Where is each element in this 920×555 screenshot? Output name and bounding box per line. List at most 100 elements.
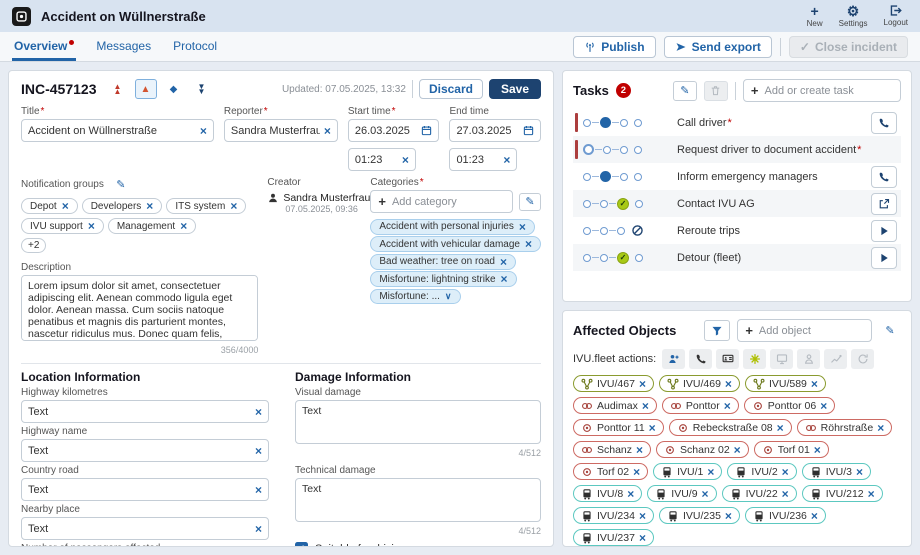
remove-chip-icon[interactable]: × [723, 398, 731, 413]
save-button[interactable]: Save [488, 79, 541, 99]
send-export-button[interactable]: Send export [663, 35, 772, 58]
remove-chip-icon[interactable]: × [641, 398, 649, 413]
description-textarea[interactable]: Lorem ipsum dolor sit amet, consectetuer… [21, 275, 259, 341]
tab-protocol[interactable]: Protocol [173, 39, 218, 53]
affected-object-chip[interactable]: Torf 02 × [573, 463, 649, 480]
remove-chip-icon[interactable]: × [648, 420, 656, 435]
delete-task-button[interactable] [703, 80, 728, 101]
clear-icon[interactable]: × [401, 152, 409, 167]
remove-chip-icon[interactable]: × [633, 464, 641, 479]
remove-chip-icon[interactable]: × [638, 530, 646, 545]
chevron-down-icon[interactable]: ∨ [444, 290, 452, 301]
priority-medium-button[interactable]: ◆ [163, 79, 185, 99]
fleet-action-button[interactable] [743, 349, 767, 369]
end-date-input[interactable]: 27.03.2025 [449, 119, 541, 142]
edit-notification-groups-button[interactable]: ✎ [109, 175, 132, 193]
fleet-action-button[interactable] [770, 349, 794, 369]
affected-object-chip[interactable]: Audimax × [573, 397, 657, 414]
clear-icon[interactable]: × [254, 482, 262, 497]
remove-chip-icon[interactable]: × [524, 237, 532, 251]
affected-object-chip[interactable]: IVU/235 × [658, 507, 740, 524]
remove-chip-icon[interactable]: × [518, 219, 526, 234]
notification-group-chip[interactable]: IVU support × [21, 218, 104, 234]
affected-object-chip[interactable]: Röhrstraße × [796, 419, 893, 436]
remove-chip-icon[interactable]: × [701, 486, 709, 501]
visual-damage-textarea[interactable]: Text [295, 400, 541, 444]
task-action-button[interactable] [871, 111, 897, 134]
affected-object-chip[interactable]: IVU/589 × [744, 375, 826, 392]
remove-chip-icon[interactable]: × [499, 254, 507, 269]
fleet-action-button[interactable] [824, 349, 848, 369]
reporter-input[interactable]: Sandra Musterfrau × [223, 119, 338, 142]
edit-categories-button[interactable]: ✎ [519, 192, 541, 211]
task-row[interactable]: Reroute trips [573, 217, 901, 244]
remove-chip-icon[interactable]: × [61, 199, 69, 213]
remove-chip-icon[interactable]: × [636, 442, 644, 457]
remove-chip-icon[interactable]: × [180, 219, 188, 233]
remove-chip-icon[interactable]: × [724, 508, 732, 523]
remove-chip-icon[interactable]: × [500, 272, 508, 286]
category-chip[interactable]: Accident with personal injuries × [370, 218, 535, 235]
filter-button[interactable] [704, 320, 731, 341]
title-input[interactable]: Accident on Wüllnerstraße × [21, 119, 214, 142]
remove-chip-icon[interactable]: × [733, 442, 741, 457]
affected-object-chip[interactable]: IVU/2 × [727, 463, 797, 480]
close-incident-button[interactable]: ✓ Close incident [788, 35, 908, 58]
start-time-input[interactable]: 01:23 × [347, 148, 416, 171]
affected-object-chip[interactable]: Schanz × [573, 441, 652, 458]
clear-icon[interactable]: × [254, 521, 262, 536]
fleet-action-button[interactable] [662, 349, 686, 369]
affected-object-chip[interactable]: Schanz 02 × [656, 441, 749, 458]
clear-icon[interactable]: × [323, 123, 331, 138]
fleet-action-button[interactable] [851, 349, 875, 369]
notification-group-chip[interactable]: Management × [107, 218, 197, 234]
remove-chip-icon[interactable]: × [855, 464, 863, 479]
clear-icon[interactable]: × [199, 123, 207, 138]
clear-icon[interactable]: × [254, 443, 262, 458]
remove-chip-icon[interactable]: × [146, 199, 154, 213]
affected-object-chip[interactable]: IVU/9 × [647, 485, 717, 502]
notification-group-chip[interactable]: ITS system × [166, 198, 247, 214]
remove-chip-icon[interactable]: × [638, 376, 646, 391]
task-action-button[interactable] [871, 192, 897, 215]
affected-object-chip[interactable]: Ponttor × [661, 397, 739, 414]
remove-chip-icon[interactable]: × [87, 219, 95, 233]
clear-icon[interactable]: × [254, 404, 262, 419]
text-input[interactable]: Text × [21, 478, 269, 501]
affected-object-chip[interactable]: IVU/8 × [573, 485, 643, 502]
remove-chip-icon[interactable]: × [813, 442, 821, 457]
remove-chip-icon[interactable]: × [781, 464, 789, 479]
affected-object-chip[interactable]: IVU/234 × [573, 507, 654, 524]
calendar-icon[interactable] [421, 125, 432, 136]
new-button[interactable]: + New [806, 3, 823, 28]
fleet-action-button[interactable] [716, 349, 740, 369]
remove-chip-icon[interactable]: × [230, 199, 238, 213]
edit-tasks-button[interactable]: ✎ [672, 80, 697, 101]
affected-object-chip[interactable]: Rebeckstraße 08 × [668, 419, 792, 436]
end-time-input[interactable]: 01:23 × [449, 148, 518, 171]
affected-object-chip[interactable]: IVU/1 × [653, 463, 723, 480]
add-task-input[interactable]: + Add or create task [742, 79, 901, 102]
affected-object-chip[interactable]: IVU/236 × [744, 507, 826, 524]
task-row[interactable]: Request driver to document accident [573, 136, 901, 163]
more-groups-chip[interactable]: +2 [21, 238, 47, 253]
tab-overview[interactable]: Overview [12, 32, 77, 61]
settings-button[interactable]: ⚙ Settings [838, 3, 868, 28]
remove-chip-icon[interactable]: × [810, 376, 818, 391]
remove-chip-icon[interactable]: × [627, 486, 635, 501]
task-row[interactable]: Inform emergency managers [573, 163, 901, 190]
priority-low-button[interactable]: ▼ ▼ [191, 79, 213, 99]
tab-messages[interactable]: Messages [96, 39, 152, 53]
task-row[interactable]: ✓ Contact IVU AG [573, 190, 901, 217]
affected-object-chip[interactable]: Ponttor 06 × [743, 397, 836, 414]
remove-chip-icon[interactable]: × [776, 420, 784, 435]
technical-damage-textarea[interactable]: Text [295, 478, 541, 522]
task-action-button[interactable] [871, 246, 897, 269]
remove-chip-icon[interactable]: × [781, 486, 789, 501]
task-row[interactable]: Call driver [573, 109, 901, 136]
text-input[interactable]: Text × [21, 517, 269, 540]
affected-object-chip[interactable]: IVU/469 × [658, 375, 740, 392]
priority-critical-button[interactable]: ▲ ▲ [107, 79, 129, 99]
affected-object-chip[interactable]: IVU/22 × [721, 485, 797, 502]
remove-chip-icon[interactable]: × [707, 464, 715, 479]
